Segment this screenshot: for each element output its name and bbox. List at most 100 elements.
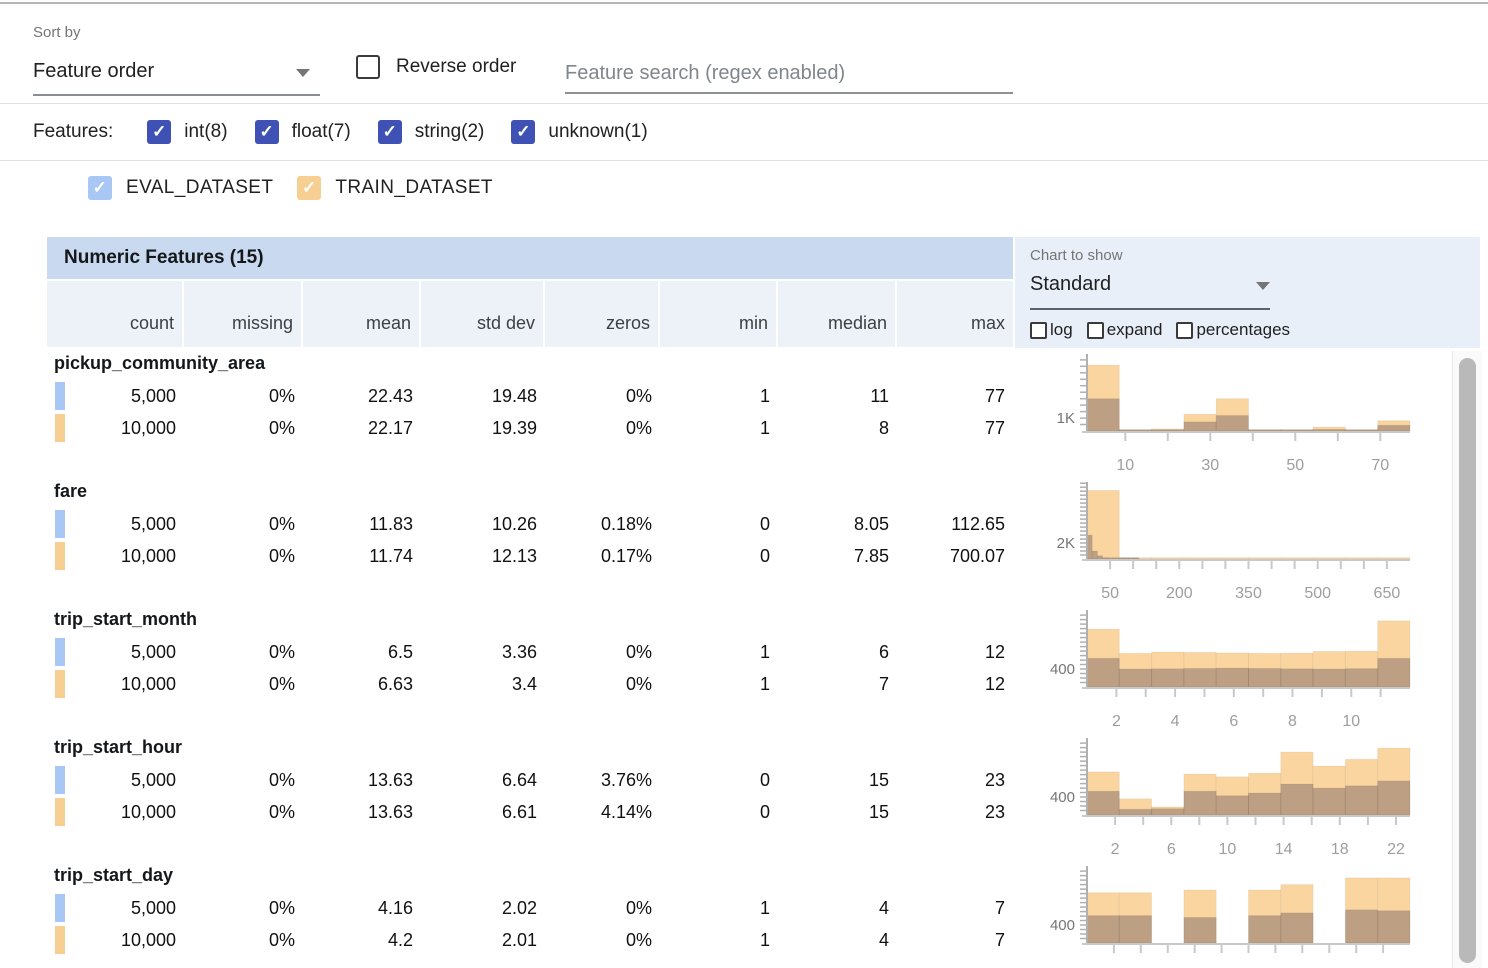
- stat-value: 11.83: [369, 513, 413, 534]
- stat-value: 1: [759, 897, 770, 918]
- stat-value: 5,000: [130, 641, 176, 662]
- feature-type-filter-row: Features: ✓ int(8) ✓ float(7) ✓ string(2) ✓ unk…: [33, 114, 648, 150]
- stat-value: 5,000: [130, 385, 176, 406]
- reverse-order-checkbox[interactable]: Reverse order: [356, 55, 516, 79]
- stat-value: 12: [984, 641, 1005, 662]
- sort-by-value: Feature order: [33, 60, 155, 82]
- dataset-toggle-train_dataset[interactable]: ✓ TRAIN_DATASET: [297, 176, 493, 200]
- svg-text:350: 350: [1235, 585, 1262, 602]
- checkbox-unchecked-icon: [356, 55, 380, 79]
- dataset-marker-eval: [55, 382, 65, 410]
- chart-option-expand[interactable]: expand: [1086, 320, 1162, 340]
- stat-value: 22.17: [367, 417, 413, 438]
- dataset-label: EVAL_DATASET: [126, 177, 274, 198]
- stat-value: 0: [759, 545, 770, 566]
- histograms: 1K 10 30 50 70 2K 50 200 350 500 650 400 2 4 6 8 10 400 2 6…: [1028, 352, 1428, 968]
- stat-value: 0%: [268, 769, 295, 790]
- stat-value: 10,000: [120, 673, 176, 694]
- vertical-scrollbar[interactable]: [1452, 351, 1482, 968]
- svg-text:1K: 1K: [1057, 410, 1075, 427]
- svg-text:400: 400: [1050, 917, 1075, 934]
- chart-option-label: percentages: [1196, 320, 1291, 339]
- stat-value: 1: [759, 929, 770, 950]
- stat-value: 8.05: [853, 513, 889, 534]
- column-header-label: min: [738, 313, 768, 333]
- column-header-label: missing: [231, 313, 293, 333]
- svg-text:22: 22: [1387, 841, 1405, 858]
- stat-value: 7: [994, 897, 1005, 918]
- feature-search-input[interactable]: [565, 56, 1013, 90]
- stat-value: 0%: [268, 801, 295, 822]
- svg-text:2: 2: [1112, 713, 1121, 730]
- feature-block-pickup_community_area: pickup_community_area 5,000 0% 22.43 19.48 0%…: [47, 352, 1013, 480]
- stat-value: 19.48: [491, 385, 537, 406]
- chevron-down-icon: [296, 69, 310, 77]
- chart-option-label: log: [1050, 320, 1073, 339]
- stat-value: 0.18%: [600, 513, 652, 534]
- stat-value: 0.17%: [600, 545, 652, 566]
- feature-type-filter-unknown1[interactable]: ✓ unknown(1): [511, 120, 648, 144]
- divider: [0, 103, 1488, 104]
- svg-text:2K: 2K: [1057, 535, 1075, 552]
- svg-text:30: 30: [1201, 457, 1219, 474]
- chart-to-show-label: Chart to show: [1030, 247, 1123, 264]
- stat-value: 5,000: [130, 897, 176, 918]
- sort-by-select[interactable]: Feature order: [33, 56, 320, 90]
- chevron-down-icon: [1256, 282, 1270, 290]
- feature-type-filter-int8[interactable]: ✓ int(8): [147, 120, 228, 144]
- feature-block-trip_start_hour: trip_start_hour 5,000 0% 13.63 6.64 3.76% 0 15 2…: [47, 736, 1013, 864]
- histogram-trip_start_day: 400: [1050, 866, 1411, 953]
- svg-text:10: 10: [1116, 457, 1134, 474]
- stat-value: 1: [759, 673, 770, 694]
- stat-value: 7: [878, 673, 889, 694]
- stat-value: 10,000: [120, 801, 176, 822]
- checkbox-checked-icon: ✓: [297, 176, 322, 200]
- stat-value: 4.16: [377, 897, 413, 918]
- stat-value: 7: [994, 929, 1005, 950]
- svg-text:50: 50: [1286, 457, 1304, 474]
- stat-value: 1: [759, 385, 770, 406]
- scrollbar-thumb[interactable]: [1459, 358, 1476, 963]
- svg-text:50: 50: [1101, 585, 1119, 602]
- stat-value: 6.5: [387, 641, 413, 662]
- stat-value: 1: [759, 417, 770, 438]
- stat-value: 6: [878, 641, 889, 662]
- feature-type-filter-string2[interactable]: ✓ string(2): [377, 120, 484, 144]
- dataset-marker-train: [55, 414, 65, 442]
- stat-value: 0%: [625, 897, 652, 918]
- svg-text:8: 8: [1288, 713, 1297, 730]
- stat-value: 8: [878, 417, 889, 438]
- feature-block-trip_start_day: trip_start_day 5,000 0% 4.16 2.02 0% 1 4 7 10,000…: [47, 864, 1013, 968]
- column-headers: count missing mean std dev zeros min median max: [47, 279, 1013, 347]
- feature-type-label: unknown(1): [548, 121, 648, 142]
- dataset-marker-eval: [55, 638, 65, 666]
- svg-text:70: 70: [1371, 457, 1389, 474]
- column-header-label: max: [970, 313, 1005, 333]
- stat-value: 15: [868, 801, 889, 822]
- sort-by-label: Sort by: [33, 24, 81, 41]
- feature-stats-row: 10,000 0% 13.63 6.61 4.14% 0 15 23: [47, 796, 1013, 828]
- histogram-trip_start_month: 400 2 4 6 8 10: [1050, 610, 1411, 730]
- stat-value: 77: [984, 385, 1005, 406]
- feature-type-filter-float7[interactable]: ✓ float(7): [254, 120, 351, 144]
- dataset-toggle-eval_dataset[interactable]: ✓ EVAL_DATASET: [88, 176, 273, 200]
- stat-value: 7.85: [853, 545, 889, 566]
- stat-value: 23: [984, 801, 1005, 822]
- stat-value: 2.02: [501, 897, 537, 918]
- feature-block-trip_start_month: trip_start_month 5,000 0% 6.5 3.36 0% 1 6 12 10,0…: [47, 608, 1013, 736]
- stat-value: 3.76%: [600, 769, 652, 790]
- column-header-missing: missing: [184, 281, 303, 347]
- stat-value: 4: [878, 897, 889, 918]
- stat-value: 5,000: [130, 513, 176, 534]
- chart-type-select[interactable]: Standard: [1030, 273, 1270, 303]
- stat-value: 0%: [625, 417, 652, 438]
- checkbox-checked-icon: ✓: [88, 176, 112, 200]
- column-header-label: zeros: [605, 313, 650, 333]
- svg-text:200: 200: [1166, 585, 1193, 602]
- chart-option-log[interactable]: log: [1030, 320, 1073, 340]
- checkbox-unchecked-icon: [1030, 321, 1047, 339]
- dataset-marker-train: [55, 670, 65, 698]
- chart-option-percentages[interactable]: percentages: [1176, 320, 1290, 340]
- feature-name: fare: [54, 481, 88, 501]
